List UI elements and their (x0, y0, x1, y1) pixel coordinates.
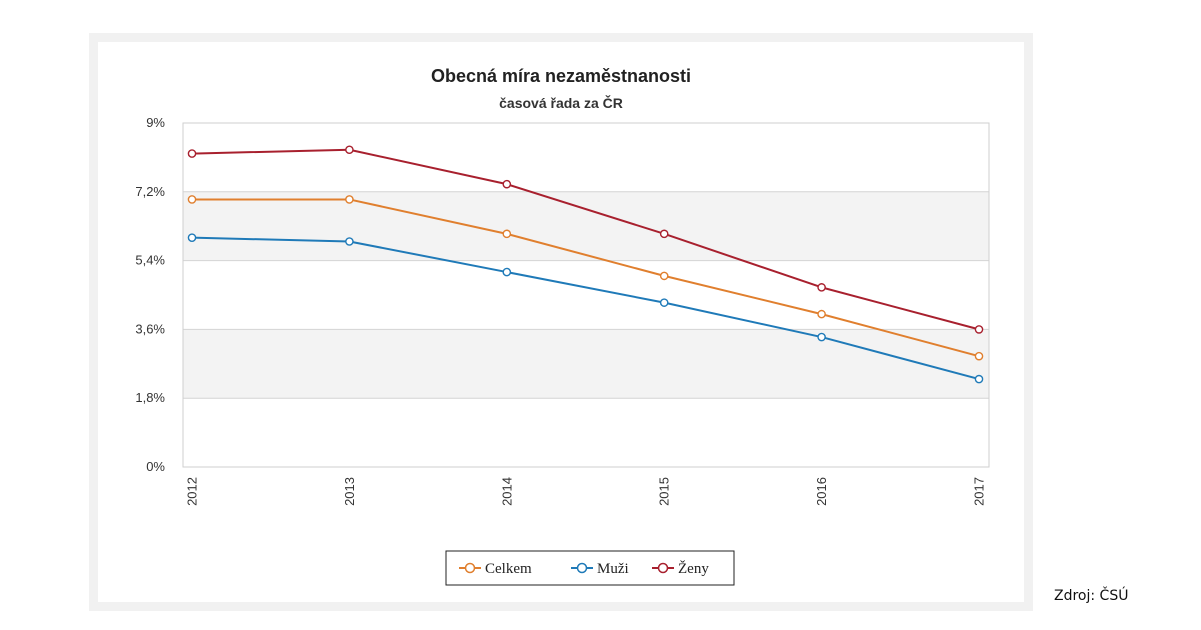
series-lines (191, 148, 980, 381)
line-chart: Obecná míra nezaměstnanosti časová řada … (135, 66, 990, 586)
data-point[interactable] (817, 332, 826, 342)
y-tick-label: 5,4% (135, 253, 165, 268)
grid-bands (183, 191, 989, 399)
data-point[interactable] (502, 179, 512, 189)
legend-label: Muži (597, 561, 629, 577)
chart-frame: Obecná míra nezaměstnanosti časová řada … (89, 33, 1033, 611)
legend-swatch-marker (576, 562, 588, 574)
x-tick-label: 2015 (657, 477, 672, 506)
data-point[interactable] (659, 298, 669, 307)
data-point[interactable] (187, 149, 197, 158)
data-point[interactable] (345, 237, 354, 246)
x-tick-label: 2012 (185, 477, 200, 506)
x-tick-label: 2016 (814, 477, 829, 506)
grid-lines (183, 122, 989, 468)
x-tick-label: 2014 (499, 477, 514, 506)
y-tick-label: 3,6% (135, 321, 165, 336)
y-tick-label: 7,2% (135, 184, 165, 199)
data-point[interactable] (817, 309, 826, 319)
series-line (191, 236, 980, 381)
data-point[interactable] (659, 271, 669, 281)
legend-item[interactable]: Celkem (459, 561, 532, 577)
legend-swatch-marker (657, 562, 669, 574)
data-point[interactable] (345, 195, 354, 204)
data-point[interactable] (659, 229, 669, 239)
plot-area-border (182, 122, 990, 468)
y-tick-label: 9% (146, 115, 165, 130)
data-point[interactable] (187, 233, 197, 242)
data-point[interactable] (187, 195, 197, 204)
y-tick-label: 1,8% (135, 390, 165, 405)
series-points (187, 145, 984, 384)
data-point[interactable] (974, 325, 984, 334)
x-tick-label: 2013 (342, 477, 357, 506)
chart-card: Obecná míra nezaměstnanosti časová řada … (98, 42, 1024, 602)
series-line (191, 148, 980, 331)
series-line (192, 198, 980, 358)
data-point[interactable] (345, 145, 354, 155)
legend: Celkem Muži Ženy (445, 550, 735, 586)
legend-item[interactable]: Ženy (652, 560, 709, 577)
y-tick-label: 0% (146, 459, 165, 474)
source-note: Zdroj: ČSÚ (1054, 588, 1129, 604)
grid-band (183, 329, 989, 399)
data-point[interactable] (974, 351, 984, 361)
x-axis-ticks: 2012 2013 2014 2015 2016 2017 (185, 477, 987, 506)
legend-label: Ženy (678, 560, 709, 577)
legend-label: Celkem (485, 561, 532, 577)
chart-subtitle: časová řada za ČR (499, 94, 623, 111)
data-point[interactable] (817, 283, 826, 292)
data-point[interactable] (502, 229, 512, 239)
legend-item[interactable]: Muži (571, 561, 629, 577)
chart-title: Obecná míra nezaměstnanosti (431, 66, 691, 86)
legend-swatch-marker (464, 562, 476, 574)
y-axis-ticks: 0% 1,8% 3,6% 5,4% 7,2% 9% (135, 115, 165, 474)
x-tick-label: 2017 (972, 477, 987, 506)
grid-band (183, 191, 989, 261)
data-point[interactable] (974, 374, 984, 384)
data-point[interactable] (502, 267, 512, 277)
